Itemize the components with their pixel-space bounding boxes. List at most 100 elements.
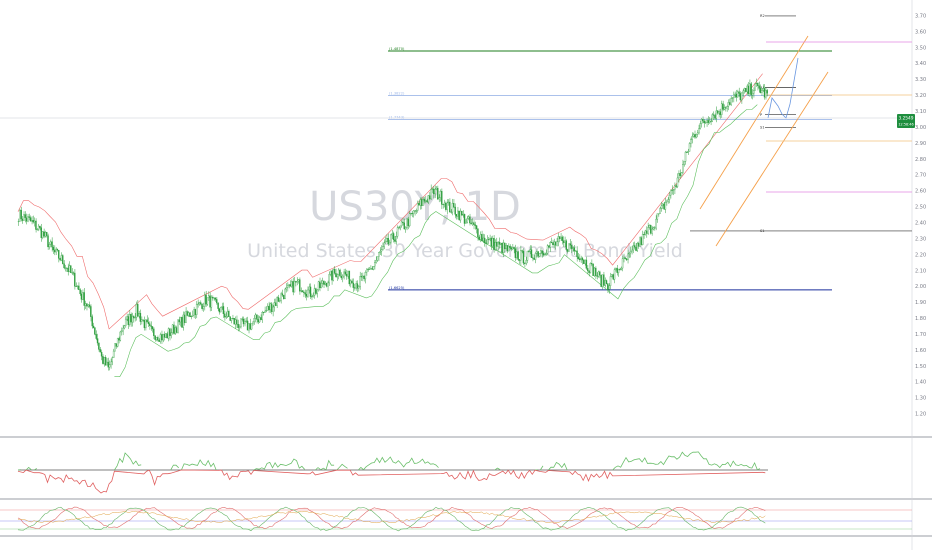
candle-body [761, 90, 763, 93]
candle-body [52, 246, 55, 251]
candle-body [268, 305, 270, 311]
candle-body [214, 297, 217, 300]
candle-body [524, 262, 526, 264]
candle-body [281, 293, 284, 296]
price-tick-19: 1.80 [915, 316, 926, 322]
candle-body [407, 218, 409, 227]
candle-body [485, 242, 487, 244]
candle-body [376, 256, 379, 261]
candle-body [728, 102, 731, 105]
price-tick-24: 1.30 [915, 396, 926, 402]
candle-body [341, 275, 344, 279]
candle-body [686, 151, 688, 153]
candle-body [465, 221, 467, 224]
candle-body [165, 333, 167, 338]
candle-body [600, 274, 602, 287]
candle-body [608, 285, 610, 290]
candle-body [410, 213, 412, 215]
candle-body [225, 316, 227, 318]
candle-body [366, 268, 368, 273]
candle-body [644, 230, 647, 235]
candle-body [336, 274, 338, 278]
candle-body [655, 218, 657, 229]
candle-body [327, 282, 329, 287]
candle-body [533, 257, 535, 260]
candle-body [233, 317, 235, 325]
candle-body [40, 227, 43, 238]
price-tick-6: 3.10 [915, 109, 926, 115]
candle-body [344, 271, 347, 275]
candle-body [747, 85, 750, 94]
candle-body [278, 300, 281, 302]
candle-body [753, 90, 755, 94]
candle-body [312, 295, 314, 297]
trend-channel[interactable] [0, 35, 912, 247]
candle-body [303, 291, 305, 293]
candle-body [473, 222, 475, 225]
candle-body [157, 337, 159, 341]
candle-body [273, 302, 276, 308]
candle-body [720, 103, 723, 115]
candle-body [574, 250, 577, 252]
oscillator-line-b [17, 506, 766, 532]
candle-body [308, 286, 310, 291]
candle-body [457, 210, 459, 217]
candle-body [708, 120, 711, 123]
candle-body [295, 281, 297, 283]
candle-body [266, 305, 269, 311]
candle-body [605, 280, 608, 285]
candle-body [467, 216, 470, 219]
candle-body [297, 279, 300, 282]
candle-body [587, 268, 589, 271]
candle-body [549, 242, 551, 248]
projection-path[interactable] [767, 57, 799, 119]
channel-upper-line[interactable] [699, 35, 809, 210]
candle-body [743, 88, 746, 92]
candle-body [475, 225, 478, 230]
candle-body [256, 314, 258, 320]
candle-body [469, 216, 471, 224]
candle-body [87, 304, 89, 307]
candle-body [482, 237, 484, 242]
candle-body [623, 257, 625, 259]
candle-body [320, 283, 322, 289]
candle-body [700, 119, 703, 124]
candle-body [24, 214, 26, 218]
price-candles[interactable] [17, 78, 768, 371]
candle-body [588, 270, 590, 273]
rsi-line-up [18, 452, 765, 470]
candle-body [92, 325, 95, 329]
candle-body [674, 185, 676, 190]
candle-body [177, 319, 179, 333]
candle-body [321, 280, 324, 284]
pivot-label-4: S1 [760, 229, 765, 233]
candle-body [487, 239, 490, 241]
candle-body [162, 333, 164, 341]
candle-body [422, 199, 424, 206]
candle-body [699, 123, 701, 129]
candle-body [636, 243, 638, 251]
candle-body [234, 319, 237, 325]
candle-body [64, 267, 67, 269]
candle-body [249, 323, 251, 330]
candle-body [212, 296, 214, 299]
candle-body [76, 285, 79, 287]
candle-body [509, 245, 511, 248]
candle-body [463, 214, 466, 224]
candle-body [396, 227, 399, 237]
candle-body [333, 268, 336, 274]
candle-body [218, 308, 221, 313]
candle-body [683, 161, 685, 165]
pivot-label-0: R2 [760, 14, 765, 18]
candle-body [659, 208, 661, 214]
candle-body [454, 206, 456, 215]
candle-body [581, 257, 584, 261]
candle-body [91, 316, 93, 327]
candle-body [757, 83, 759, 86]
candle-body [458, 210, 460, 221]
channel-lower-line[interactable] [715, 71, 829, 247]
candle-body [414, 210, 416, 212]
candle-body [171, 324, 174, 333]
candle-body [534, 253, 537, 260]
